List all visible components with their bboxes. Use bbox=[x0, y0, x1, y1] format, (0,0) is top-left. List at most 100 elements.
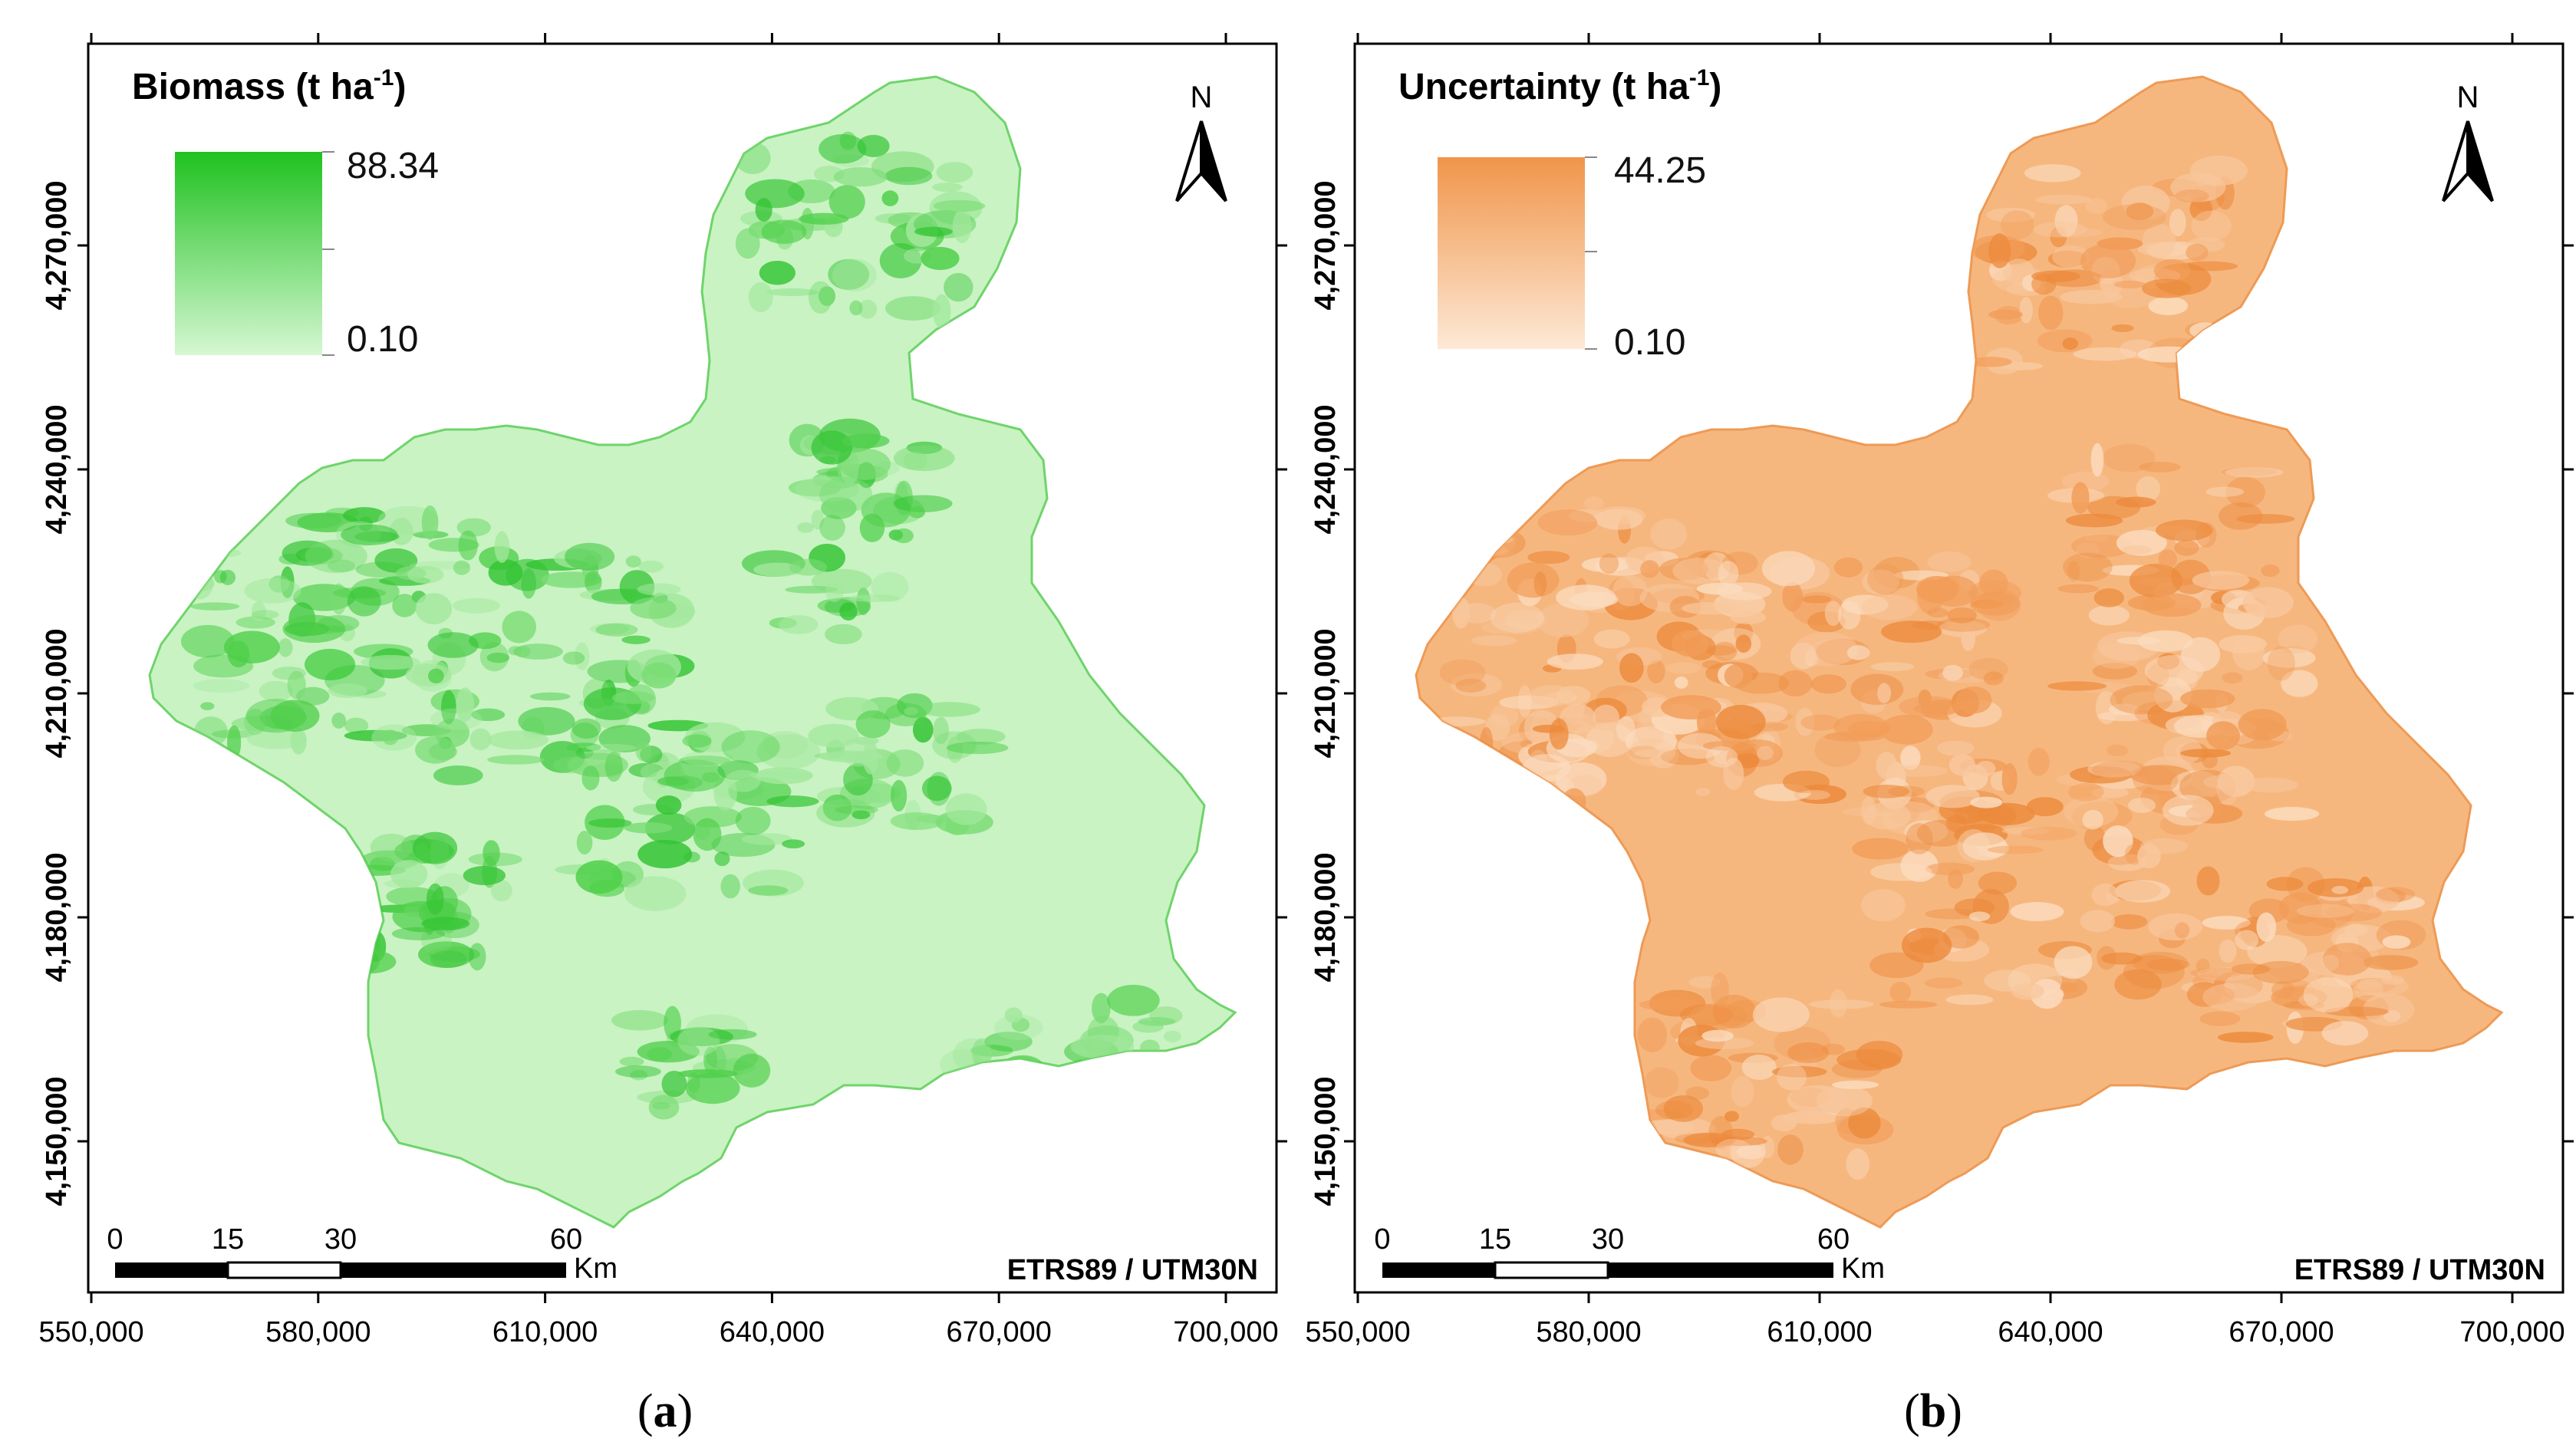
texture-patch bbox=[615, 1065, 661, 1078]
texture-patch bbox=[487, 730, 548, 750]
texture-patch bbox=[842, 433, 890, 449]
texture-patch bbox=[624, 876, 687, 911]
texture-patch bbox=[2192, 571, 2250, 590]
texture-patch bbox=[1777, 1134, 1804, 1165]
texture-patch bbox=[933, 294, 951, 329]
texture-patch bbox=[2231, 963, 2271, 975]
texture-patch bbox=[745, 179, 805, 209]
axes-b: 550,000 580,000 610,000 640,000 670,000 700,0… bbox=[1305, 33, 2574, 1348]
texture-patch bbox=[884, 703, 927, 726]
texture-patch bbox=[1916, 819, 1966, 847]
texture-patch bbox=[720, 874, 740, 899]
texture-patch bbox=[1672, 558, 1728, 584]
texture-patch bbox=[1939, 620, 1988, 637]
texture-patch bbox=[1814, 732, 1861, 768]
texture-patch bbox=[2026, 797, 2064, 817]
texture-patch bbox=[664, 759, 726, 792]
texture-patch bbox=[2188, 985, 2235, 1006]
texture-patch bbox=[762, 731, 809, 759]
texture-patch bbox=[2108, 703, 2140, 716]
texture-patch bbox=[391, 927, 446, 940]
texture-patch bbox=[849, 300, 863, 316]
texture-patch bbox=[816, 798, 875, 828]
texture-patch bbox=[918, 702, 980, 717]
texture-patch bbox=[2217, 1032, 2274, 1043]
scale-label-0: 0 bbox=[107, 1223, 123, 1256]
texture-patch bbox=[1877, 683, 1892, 703]
texture-patch bbox=[1955, 686, 1992, 714]
texture-patch bbox=[1970, 796, 2003, 808]
texture-patch bbox=[1612, 574, 1648, 607]
texture-patch bbox=[2217, 765, 2255, 797]
texture-patch bbox=[2245, 602, 2272, 616]
texture-patch bbox=[584, 571, 602, 594]
texture-patch bbox=[1925, 862, 1975, 876]
texture-patch bbox=[585, 749, 621, 760]
texture-patch bbox=[502, 611, 537, 644]
texture-patch bbox=[881, 190, 899, 206]
texture-patch bbox=[2073, 347, 2137, 361]
texture-patch bbox=[779, 614, 819, 634]
legend-title-b: Uncertainty (t ha-1) bbox=[1398, 65, 1721, 107]
texture-patch bbox=[848, 594, 901, 602]
texture-patch bbox=[305, 648, 356, 681]
texture-patch bbox=[415, 842, 430, 859]
texture-patch bbox=[1688, 976, 1721, 989]
texture-patch bbox=[1809, 638, 1860, 663]
y-tick-label: 4,150,000 bbox=[41, 1076, 73, 1206]
scale-unit-a: Km bbox=[574, 1253, 618, 1285]
texture-patch bbox=[2021, 826, 2077, 841]
texture-patch bbox=[2264, 807, 2320, 821]
axes-a: 550,000 580,000 610,000 640,000 670,000 700,0… bbox=[38, 33, 1287, 1348]
texture-patch bbox=[843, 763, 873, 796]
scale-label-15: 15 bbox=[212, 1223, 244, 1256]
texture-patch bbox=[341, 524, 398, 545]
texture-patch bbox=[693, 818, 722, 851]
texture-patch bbox=[2261, 564, 2280, 578]
texture-patch bbox=[575, 642, 590, 670]
texture-patch bbox=[2067, 782, 2104, 802]
texture-patch bbox=[795, 476, 859, 502]
texture-patch bbox=[2001, 763, 2018, 795]
texture-patch bbox=[1639, 584, 1699, 613]
texture-patch bbox=[885, 296, 941, 321]
texture-patch bbox=[2090, 769, 2107, 779]
texture-patch bbox=[1917, 579, 1944, 615]
texture-patch bbox=[468, 852, 522, 867]
texture-patch bbox=[1824, 601, 1842, 626]
texture-patch bbox=[1695, 788, 1711, 796]
texture-patch bbox=[421, 917, 470, 931]
texture-patch bbox=[1520, 739, 1533, 748]
y-tick-label: 4,240,000 bbox=[1309, 404, 1342, 534]
texture-patch bbox=[1718, 561, 1739, 587]
texture-patch bbox=[1761, 551, 1816, 587]
texture-patch bbox=[624, 822, 673, 834]
texture-patch bbox=[1593, 629, 1630, 649]
texture-patch bbox=[2267, 646, 2295, 681]
texture-patch bbox=[619, 1056, 644, 1067]
texture-patch bbox=[1647, 660, 1665, 684]
texture-patch bbox=[1833, 557, 1863, 578]
texture-patch bbox=[1455, 678, 1487, 693]
texture-patch bbox=[1527, 551, 1570, 565]
texture-patch bbox=[2174, 539, 2199, 556]
texture-patch bbox=[1778, 670, 1813, 697]
texture-patch bbox=[344, 717, 369, 734]
texture-patch bbox=[1682, 602, 1738, 615]
texture-patch bbox=[430, 950, 467, 969]
texture-patch bbox=[1782, 770, 1830, 793]
texture-patch bbox=[1481, 620, 1541, 635]
texture-patch bbox=[586, 743, 637, 752]
texture-patch bbox=[1599, 553, 1619, 574]
texture-patch bbox=[278, 553, 301, 565]
texture-patch bbox=[1838, 601, 1861, 630]
texture-patch bbox=[1879, 1000, 1938, 1009]
texture-patch bbox=[1782, 581, 1804, 612]
texture-patch bbox=[1712, 994, 1757, 1029]
texture-patch bbox=[361, 655, 420, 670]
texture-patch bbox=[2047, 681, 2107, 691]
texture-patch bbox=[921, 775, 952, 802]
texture-patch bbox=[2062, 552, 2113, 582]
texture-patch bbox=[1879, 714, 1933, 745]
texture-patch bbox=[2362, 955, 2419, 970]
